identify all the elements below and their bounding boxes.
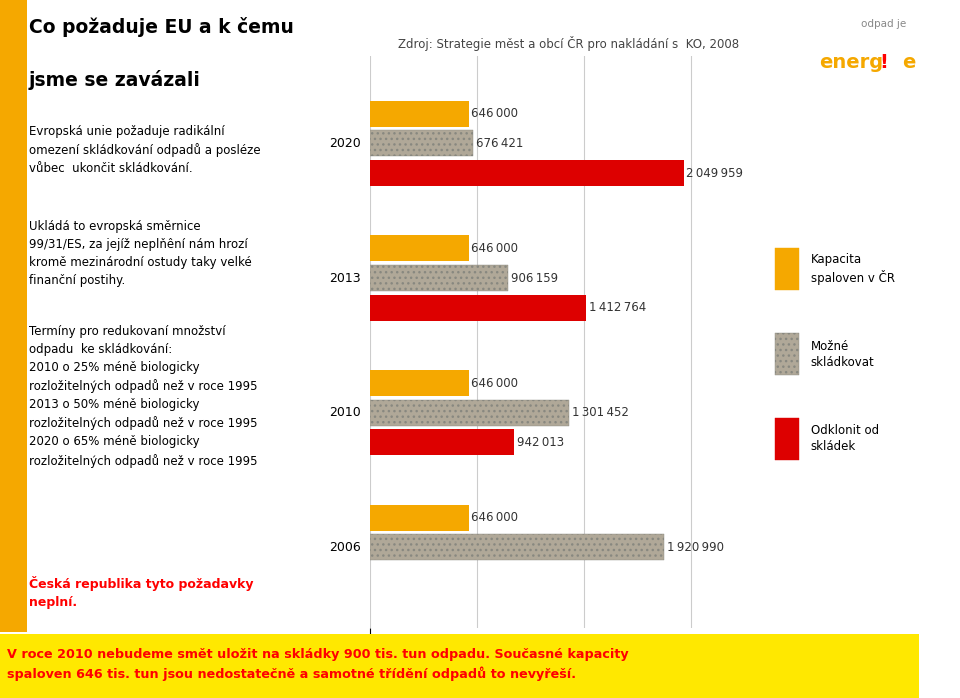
Bar (370, 235, 468, 262)
Text: Česká republika tyto požadavky
neplní.: Česká republika tyto požadavky neplní. (29, 577, 253, 609)
Bar (775, 333, 799, 376)
Text: 646 000: 646 000 (471, 242, 518, 255)
Bar (775, 417, 799, 460)
Bar (370, 160, 684, 186)
Text: e: e (901, 53, 915, 72)
Bar (370, 370, 468, 396)
Bar (775, 248, 799, 290)
Text: Ukládá to evropská směrnice
99/31/ES, za jejíž neplňêní nám hrozí
kromě mezináro: Ukládá to evropská směrnice 99/31/ES, za… (29, 220, 252, 287)
Text: !: ! (878, 53, 888, 72)
Text: Termíny pro redukovaní množství
odpadu  ke skládkování:
2010 o 25% méně biologic: Termíny pro redukovaní množství odpadu k… (29, 325, 257, 468)
Text: 2013: 2013 (329, 272, 361, 285)
Text: Evropská unie požaduje radikální
omezení skládkování odpadů a posléze
vůbec  uko: Evropská unie požaduje radikální omezení… (29, 125, 260, 175)
Text: 1 412 764: 1 412 764 (588, 301, 646, 314)
Text: Co požaduje EU a k čemu: Co požaduje EU a k čemu (29, 17, 294, 38)
Bar (370, 505, 468, 530)
Text: 1 301 452: 1 301 452 (572, 406, 629, 419)
Text: 2020: 2020 (329, 137, 361, 150)
Text: jsme se zavázali: jsme se zavázali (29, 70, 201, 89)
Bar (370, 101, 468, 127)
Text: V roce 2010 nebudeme smět uložit na skládky 900 tis. tun odpadu. Současné kapaci: V roce 2010 nebudeme smět uložit na sklá… (8, 648, 629, 681)
Text: 2006: 2006 (329, 541, 361, 554)
Text: 676 421: 676 421 (476, 137, 523, 150)
Text: 646 000: 646 000 (471, 511, 518, 524)
Text: 646 000: 646 000 (471, 107, 518, 120)
Text: Odklonit od
skládek: Odklonit od skládek (811, 424, 879, 454)
Text: 942 013: 942 013 (516, 436, 564, 449)
Text: 646 000: 646 000 (471, 377, 518, 389)
Title: Zdroj: Strategie měst a obcí ČR pro nakládání s  KO, 2008: Zdroj: Strategie měst a obcí ČR pro nakl… (398, 36, 739, 50)
Text: 2 049 959: 2 049 959 (686, 167, 743, 179)
Text: 2010: 2010 (329, 406, 361, 419)
Bar (370, 131, 473, 156)
Text: 1 920 990: 1 920 990 (666, 541, 724, 554)
Bar (370, 400, 569, 426)
Text: Možné
skládkovat: Možné skládkovat (811, 339, 875, 369)
Text: odpad je: odpad je (860, 19, 906, 29)
Text: 906 159: 906 159 (512, 272, 559, 285)
Text: energ: energ (819, 53, 883, 72)
Bar (370, 295, 586, 320)
Bar (370, 535, 664, 560)
Text: Kapacita
spaloven v ČR: Kapacita spaloven v ČR (811, 253, 895, 285)
Bar (370, 265, 509, 291)
Bar (370, 429, 514, 455)
